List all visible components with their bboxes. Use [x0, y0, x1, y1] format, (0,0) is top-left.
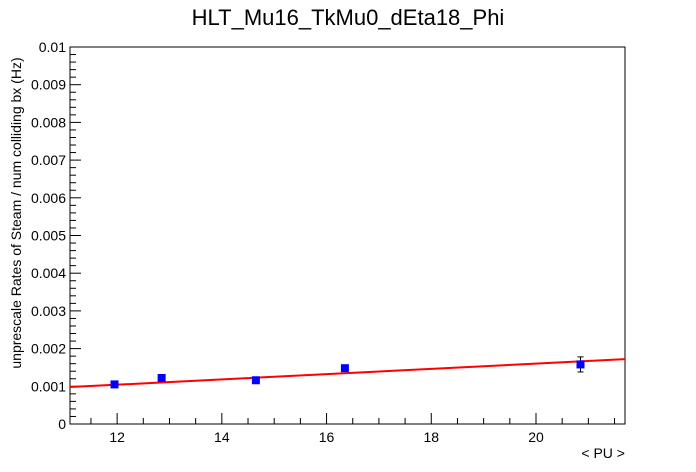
data-point: [157, 374, 166, 383]
y-tick-label: 0.007: [31, 152, 66, 168]
x-tick-label: 20: [528, 429, 544, 445]
fit-line: [69, 358, 626, 389]
data-point: [340, 364, 349, 373]
y-tick-label: 0.01: [39, 39, 66, 55]
x-tick-label: 18: [423, 429, 439, 445]
y-tick-label: 0.002: [31, 341, 66, 357]
x-tick-label: 16: [319, 429, 335, 445]
y-tick-label: 0.003: [31, 303, 66, 319]
data-point: [576, 360, 585, 369]
x-axis-label: < PU >: [581, 445, 625, 461]
y-tick-label: 0.009: [31, 77, 66, 93]
data-point: [110, 380, 119, 389]
y-tick-label: 0.004: [31, 265, 66, 281]
chart-title: HLT_Mu16_TkMu0_dEta18_Phi: [192, 5, 505, 30]
y-tick-label: 0.008: [31, 114, 66, 130]
data-point: [251, 376, 260, 385]
plot-area: 0 0.001 0.002 0.003 0.004 0.005 0.006 0.007 0.00…: [31, 39, 626, 445]
y-axis-label: unprescale Rates of Steam / num collidin…: [8, 57, 24, 368]
x-tick-label: 14: [214, 429, 230, 445]
y-tick-label: 0.001: [31, 378, 66, 394]
y-tick-label: 0: [58, 416, 66, 432]
y-tick-label: 0.005: [31, 228, 66, 244]
y-tick-label: 0.006: [31, 190, 66, 206]
x-tick-label: 12: [109, 429, 125, 445]
